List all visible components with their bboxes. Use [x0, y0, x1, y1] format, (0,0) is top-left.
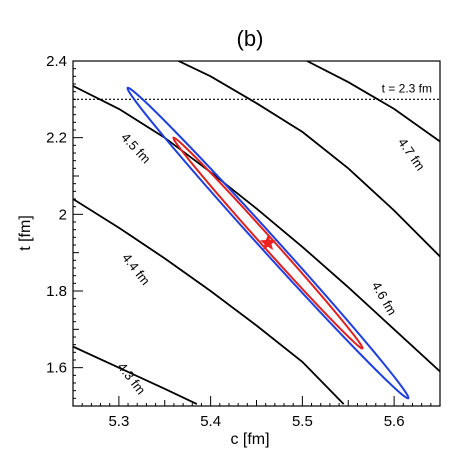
y-axis-label: t [fm] [17, 215, 34, 251]
contour-line-2 [73, 85, 440, 373]
reference-line-label: t = 2.3 fm [382, 81, 432, 95]
chart-title: (b) [237, 26, 264, 51]
contour-line-3 [178, 61, 440, 258]
contour-line-4 [306, 61, 440, 143]
plot-area: 4.3 fm4.4 fm4.5 fm4.6 fm4.7 fm t = 2.3 f… [46, 53, 441, 430]
contour-label-2: 4.5 fm [118, 130, 154, 167]
contour-label-1: 4.4 fm [119, 250, 153, 288]
x-axis-label: c [fm] [230, 431, 269, 448]
x-axis-ticks: 5.3 5.4 5.5 5.6 [72, 396, 441, 430]
x-tick-label: 5.6 [384, 413, 405, 430]
y-tick-label: 1.6 [46, 360, 67, 377]
contour-label-4: 4.7 fm [395, 135, 428, 173]
best-fit-star-marker [259, 234, 277, 251]
x-tick-label: 5.4 [200, 413, 221, 430]
contour-labels: 4.3 fm4.4 fm4.5 fm4.6 fm4.7 fm [115, 130, 428, 397]
ellipse-0 [126, 86, 410, 400]
x-tick-label: 5.5 [292, 413, 313, 430]
best-fit-marker-group [259, 234, 277, 251]
y-tick-label: 1.8 [46, 283, 67, 300]
contour-lines [73, 61, 440, 405]
y-axis-ticks: 1.6 1.8 2 2.2 2.4 [46, 53, 83, 407]
x-tick-label: 5.3 [108, 413, 129, 430]
contour-line-1 [73, 198, 345, 405]
y-tick-label: 2.4 [46, 53, 67, 70]
y-tick-label: 2 [59, 206, 67, 223]
contour-label-3: 4.6 fm [369, 279, 400, 318]
contour-line-0 [73, 345, 198, 405]
y-tick-label: 2.2 [46, 130, 67, 147]
